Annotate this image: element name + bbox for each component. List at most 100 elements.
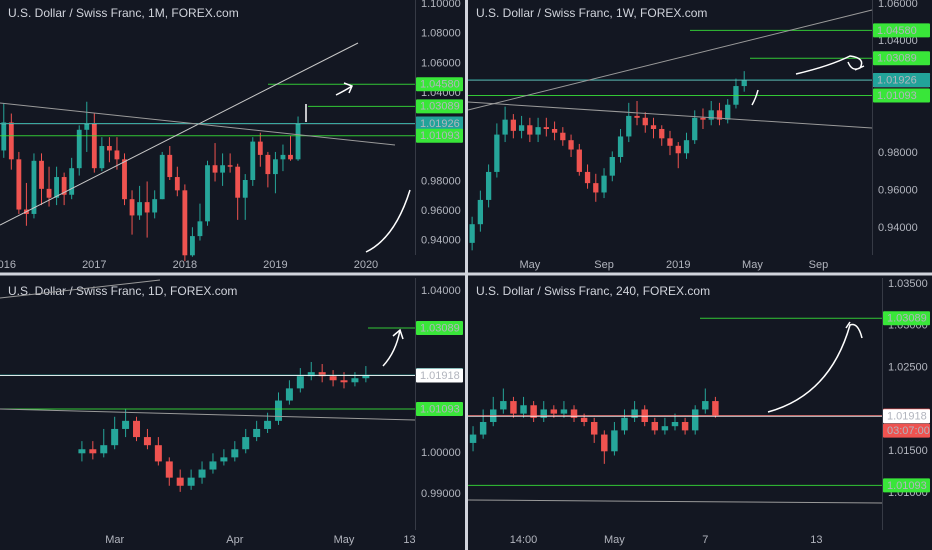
price-label-box (873, 23, 930, 38)
x-tick-label: 2019 (263, 259, 287, 271)
candle-body (288, 154, 293, 160)
candle-body (351, 378, 359, 383)
candle-body (609, 156, 615, 176)
candle-body (651, 422, 659, 431)
candle-body (220, 165, 226, 173)
candle-body (593, 183, 599, 193)
candle-body (111, 428, 119, 446)
price-label: 1.01093 (877, 90, 917, 102)
x-tick-label: Sep (594, 259, 614, 271)
candle-body (285, 388, 293, 401)
candle-body (69, 168, 75, 195)
price-label: 1.01093 (887, 480, 927, 492)
chart-title: U.S. Dollar / Swiss Franc, 1M, FOREX.com (8, 6, 239, 20)
arrow (382, 328, 404, 367)
chart-title: U.S. Dollar / Swiss Franc, 1D, FOREX.com (8, 284, 237, 298)
price-label-box (873, 51, 930, 66)
trend-line (0, 102, 396, 146)
y-tick-label: 0.99000 (421, 488, 461, 500)
candle-body (725, 104, 731, 120)
arrow (767, 321, 863, 413)
candle-body (477, 199, 484, 225)
candle-body (681, 422, 689, 431)
price-label: 1.04580 (877, 25, 917, 37)
candle-body (154, 445, 162, 462)
candle-body (61, 177, 67, 195)
y-tick-label: 1.06000 (878, 0, 918, 10)
y-tick-label: 1.04000 (421, 285, 461, 297)
candle-body (580, 417, 588, 422)
x-tick-label: Mar (105, 534, 124, 546)
trend-line (0, 42, 359, 226)
price-label: 1.01918 (887, 411, 927, 423)
candle-body (198, 469, 206, 478)
candle-body (274, 400, 282, 421)
candle-body (570, 409, 578, 418)
trend-line (467, 101, 873, 129)
chart-title: U.S. Dollar / Swiss Franc, 1W, FOREX.com (476, 6, 707, 20)
candle-body (235, 166, 241, 198)
candle-body (295, 123, 301, 160)
candle-body (84, 123, 90, 130)
price-label-box (416, 401, 463, 416)
candle-body (189, 236, 195, 256)
candle-body (700, 117, 706, 120)
price-label: 1.03089 (877, 53, 917, 65)
candle-body (543, 127, 549, 129)
price-label-box (873, 72, 930, 87)
candle-body (530, 405, 537, 418)
candle-body (601, 434, 608, 452)
x-tick-label: 7 (702, 534, 708, 546)
candle-body (560, 409, 568, 414)
price-label-box (416, 116, 463, 131)
x-tick-label: May (334, 534, 355, 546)
candle-body (129, 199, 135, 216)
y-tick-label: 0.98000 (421, 175, 461, 187)
y-tick-label: 1.00000 (421, 447, 461, 459)
y-tick-label: 1.10000 (421, 0, 461, 10)
price-label-box (416, 99, 463, 114)
y-tick-label: 1.04000 (878, 35, 918, 47)
candle-body (89, 449, 97, 454)
countdown: 03:07:00 (887, 425, 930, 437)
price-label: 1.04580 (420, 79, 460, 91)
y-tick-label: 1.08000 (421, 28, 461, 40)
candle-body (143, 437, 151, 446)
candle-body (91, 123, 97, 169)
candle-body (518, 125, 525, 131)
price-label-box (416, 368, 463, 383)
price-label: 1.01918 (420, 370, 460, 382)
candle-body (197, 221, 203, 237)
candle-body (621, 417, 628, 431)
x-tick-label: 13 (810, 534, 822, 546)
candle-body (307, 372, 315, 377)
candle-body (1, 122, 7, 151)
price-label-box (873, 88, 930, 103)
arrow (335, 82, 353, 96)
y-tick-label: 1.06000 (421, 57, 461, 69)
x-tick-label: Apr (226, 534, 243, 546)
candle-body (540, 409, 547, 418)
candle-body (510, 401, 517, 414)
price-label-box (416, 320, 463, 335)
x-tick-label: May (519, 259, 540, 271)
candle-body (257, 141, 263, 155)
candle-body (479, 422, 487, 435)
price-label: 1.01093 (420, 403, 460, 415)
x-tick-label: 14:00 (510, 534, 538, 546)
candle-body (165, 461, 173, 478)
candle-body (626, 115, 632, 137)
arrow (365, 189, 411, 253)
candle-body (205, 165, 210, 222)
y-tick-label: 1.03500 (888, 278, 928, 290)
trend-line (467, 9, 873, 111)
candle-body (642, 117, 648, 126)
candle-body (99, 146, 105, 169)
candle-body (250, 141, 256, 180)
candle-body (716, 110, 723, 120)
candle-body (329, 376, 337, 381)
candle-body (494, 134, 500, 172)
candle-body (176, 477, 184, 486)
candle-body (469, 224, 475, 243)
